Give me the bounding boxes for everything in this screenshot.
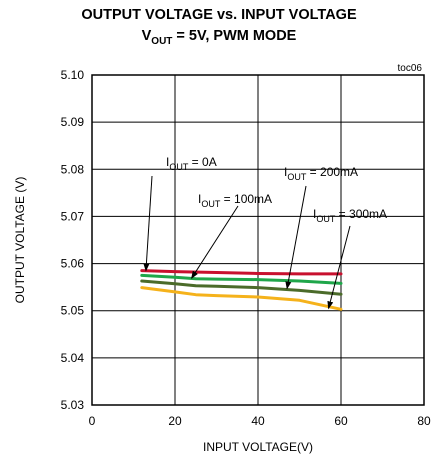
series-line-100mA bbox=[140, 273, 343, 285]
x-tick-label: 40 bbox=[251, 414, 265, 428]
chart-tag: toc06 bbox=[398, 63, 423, 74]
subtitle-rest: = 5V, PWM MODE bbox=[172, 28, 297, 44]
x-tick-label: 0 bbox=[89, 414, 96, 428]
annotation-200mA: IOUT = 200mA bbox=[284, 165, 358, 290]
series-line-300mA bbox=[140, 286, 343, 311]
annotation-arrow bbox=[143, 175, 153, 272]
plot-frame bbox=[91, 74, 425, 406]
annotation-arrow bbox=[285, 185, 307, 290]
annotation-label: IOUT = 200mA bbox=[284, 165, 358, 182]
x-tick-label: 20 bbox=[168, 414, 182, 428]
series-line-0A bbox=[140, 269, 343, 276]
grid bbox=[92, 75, 424, 405]
y-tick-label: 5.08 bbox=[61, 162, 85, 176]
annotation-arrow bbox=[191, 205, 239, 280]
y-tick-label: 5.06 bbox=[61, 257, 85, 271]
x-tick-label: 80 bbox=[417, 414, 431, 428]
subtitle-sub: OUT bbox=[151, 35, 173, 47]
annotation-0A: IOUT = 0A bbox=[143, 155, 217, 272]
y-tick-label: 5.05 bbox=[61, 304, 85, 318]
annotation-arrow bbox=[327, 225, 351, 310]
annotations: IOUT = 0A IOUT = 100mA IOUT = 200mA IOUT = … bbox=[143, 155, 387, 310]
x-tick-label: 60 bbox=[334, 414, 348, 428]
annotation-label: IOUT = 100mA bbox=[198, 192, 272, 209]
y-axis-label: OUTPUT VOLTAGE (V) bbox=[13, 177, 27, 304]
tick-labels: 0 20 40 60 80 5.03 5.04 5.05 5.06 5.07 5.08 5.09 5.1… bbox=[61, 68, 431, 428]
y-tick-label: 5.03 bbox=[61, 398, 85, 412]
y-tick-label: 5.09 bbox=[61, 115, 85, 129]
series-line-200mA bbox=[140, 279, 343, 296]
annotation-label: IOUT = 300mA bbox=[313, 207, 387, 224]
annotation-100mA: IOUT = 100mA bbox=[191, 192, 272, 280]
x-axis-label: INPUT VOLTAGE(V) bbox=[203, 440, 313, 454]
series-group bbox=[140, 269, 343, 311]
y-tick-label: 5.04 bbox=[61, 351, 85, 365]
subtitle-v: V bbox=[141, 28, 152, 44]
annotation-300mA: IOUT = 300mA bbox=[313, 207, 387, 310]
y-tick-label: 5.07 bbox=[61, 209, 85, 223]
chart-title: OUTPUT VOLTAGE vs. INPUT VOLTAGE bbox=[81, 7, 357, 23]
annotation-label: IOUT = 0A bbox=[166, 155, 217, 172]
y-tick-label: 5.10 bbox=[61, 68, 85, 82]
chart-subtitle: VOUT = 5V, PWM MODE bbox=[0, 28, 438, 47]
